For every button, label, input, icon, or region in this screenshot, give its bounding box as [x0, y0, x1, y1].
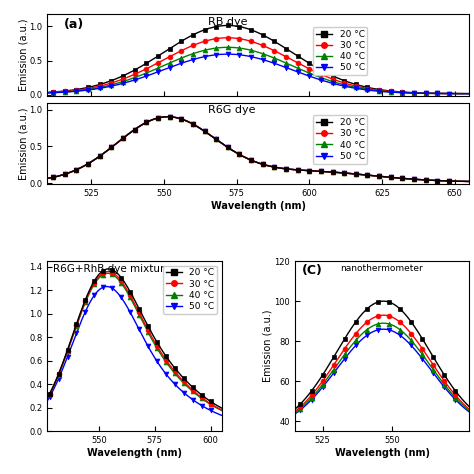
Legend: 20 °C, 30 °C, 40 °C, 50 °C: 20 °C, 30 °C, 40 °C, 50 °C: [313, 27, 367, 75]
Text: R6G+RhB dye mixture: R6G+RhB dye mixture: [53, 264, 170, 274]
Legend: 20 °C, 30 °C, 40 °C, 50 °C: 20 °C, 30 °C, 40 °C, 50 °C: [313, 115, 367, 164]
X-axis label: Wavelength (nm): Wavelength (nm): [87, 448, 182, 458]
Text: nanothermometer: nanothermometer: [340, 264, 423, 273]
Text: (a): (a): [64, 18, 84, 31]
Y-axis label: Emission (a.u.): Emission (a.u.): [18, 107, 28, 180]
Y-axis label: Emission (a.u.): Emission (a.u.): [18, 19, 28, 91]
Text: RB dye: RB dye: [208, 17, 247, 27]
Text: (C): (C): [302, 264, 323, 277]
Y-axis label: Emission (a.u.): Emission (a.u.): [263, 310, 273, 383]
X-axis label: Wavelength (nm): Wavelength (nm): [211, 201, 306, 211]
Text: R6G dye: R6G dye: [208, 105, 255, 115]
Legend: 20 °C, 30 °C, 40 °C, 50 °C: 20 °C, 30 °C, 40 °C, 50 °C: [163, 265, 217, 314]
X-axis label: Wavelength (nm): Wavelength (nm): [335, 448, 429, 458]
